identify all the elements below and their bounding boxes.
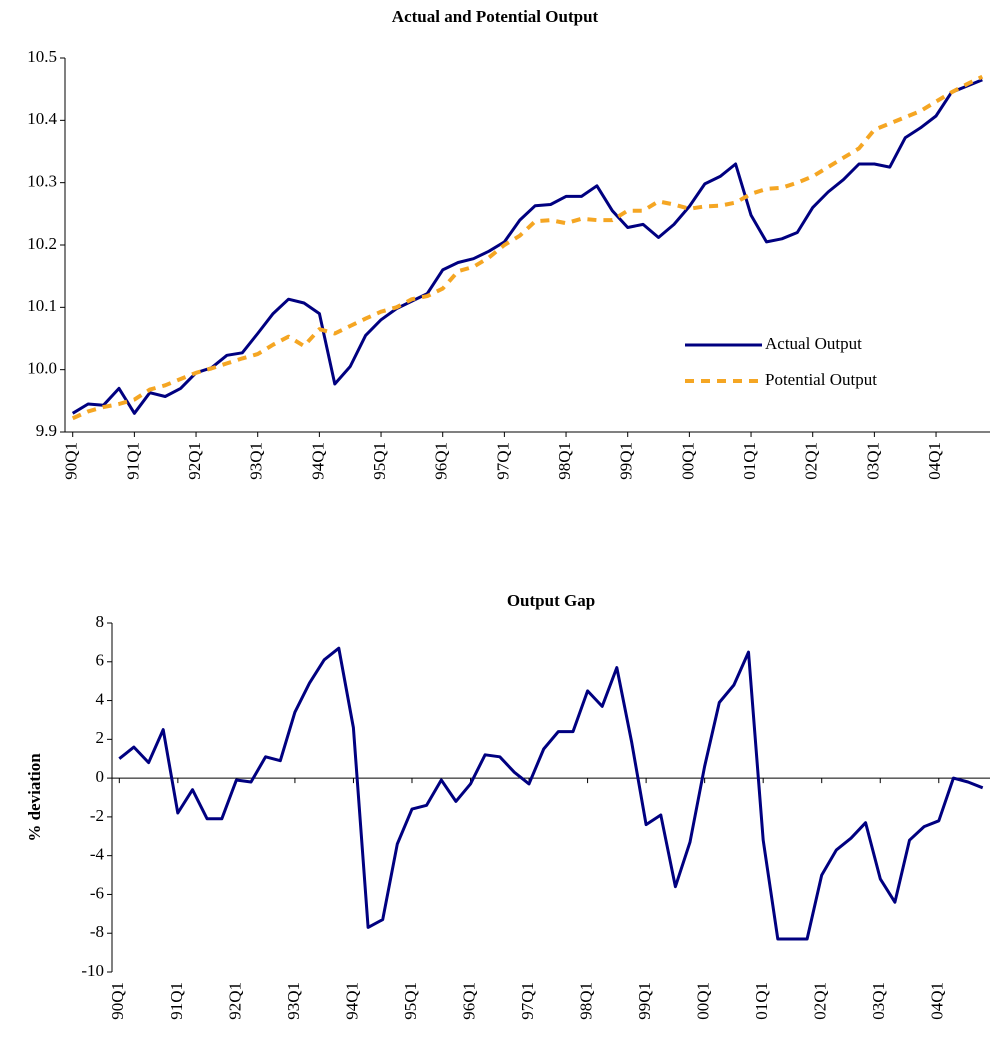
y-tick-label: 2 — [96, 728, 105, 747]
x-tick-label: 90Q1 — [62, 442, 81, 480]
legend-label: Actual Output — [765, 334, 862, 353]
y-tick-label: -8 — [90, 922, 104, 941]
line-series — [71, 74, 984, 421]
y-tick-label: 10.5 — [27, 47, 57, 66]
x-tick-label: 91Q1 — [167, 982, 186, 1020]
x-tick-label: 92Q1 — [225, 982, 244, 1020]
y-tick-label: 10.2 — [27, 234, 57, 253]
x-tick-label: 04Q1 — [925, 442, 944, 480]
y-tick-label: 6 — [96, 651, 105, 670]
y-tick-label: -4 — [90, 845, 105, 864]
line-series — [71, 78, 983, 415]
chart-title: Output Gap — [507, 591, 595, 610]
y-tick-label: 0 — [96, 767, 105, 786]
x-tick-label: 98Q1 — [576, 982, 595, 1020]
x-tick-label: 95Q1 — [401, 982, 420, 1020]
x-tick-label: 03Q1 — [869, 982, 888, 1020]
x-tick-label: 04Q1 — [928, 982, 947, 1020]
x-tick-label: 01Q1 — [752, 982, 771, 1020]
x-tick-label: 98Q1 — [555, 442, 574, 480]
y-tick-label: 10.4 — [27, 109, 57, 128]
line-series — [118, 646, 984, 941]
chart-title: Actual and Potential Output — [392, 7, 599, 26]
y-tick-label: -2 — [90, 806, 104, 825]
x-tick-label: 02Q1 — [802, 442, 821, 480]
legend-label: Potential Output — [765, 370, 877, 389]
x-tick-label: 97Q1 — [518, 982, 537, 1020]
x-tick-label: 95Q1 — [370, 442, 389, 480]
y-tick-label: -10 — [81, 961, 104, 980]
x-tick-label: 91Q1 — [123, 442, 142, 480]
y-tick-label: 9.9 — [36, 421, 57, 440]
x-tick-label: 97Q1 — [493, 442, 512, 480]
x-tick-label: 00Q1 — [694, 982, 713, 1020]
x-tick-label: 99Q1 — [617, 442, 636, 480]
x-tick-label: 93Q1 — [284, 982, 303, 1020]
x-tick-label: 03Q1 — [863, 442, 882, 480]
x-tick-label: 99Q1 — [635, 982, 654, 1020]
x-tick-label: 94Q1 — [342, 982, 361, 1020]
x-tick-label: 96Q1 — [432, 442, 451, 480]
y-tick-label: 10.3 — [27, 172, 57, 191]
x-tick-label: 94Q1 — [308, 442, 327, 480]
x-tick-label: 92Q1 — [185, 442, 204, 480]
y-tick-label: -6 — [90, 883, 104, 902]
x-tick-label: 96Q1 — [459, 982, 478, 1020]
x-tick-label: 90Q1 — [108, 982, 127, 1020]
y-tick-label: 10.0 — [27, 359, 57, 378]
x-tick-label: 02Q1 — [811, 982, 830, 1020]
x-tick-label: 93Q1 — [247, 442, 266, 480]
y-axis-label: % deviation — [25, 753, 44, 842]
y-tick-label: 8 — [96, 612, 105, 631]
y-tick-label: 10.1 — [27, 296, 57, 315]
x-tick-label: 00Q1 — [678, 442, 697, 480]
x-tick-label: 01Q1 — [740, 442, 759, 480]
y-tick-label: 4 — [96, 689, 105, 708]
